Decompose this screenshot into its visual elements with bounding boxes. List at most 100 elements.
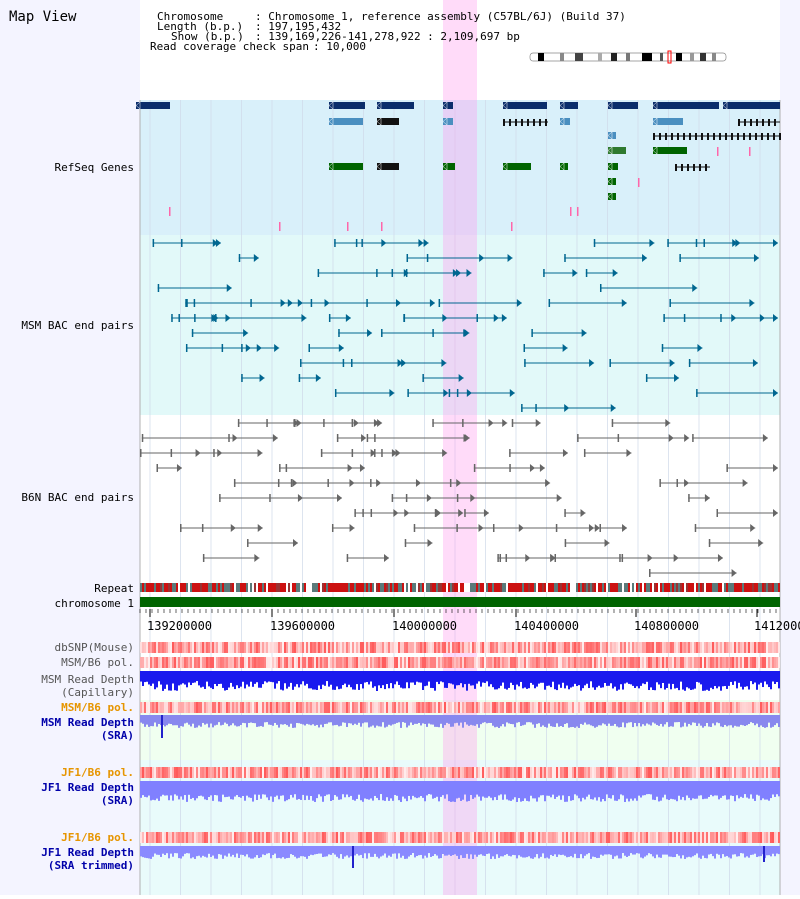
msm-sra-depth-bar [510, 715, 512, 724]
ideogram-band [598, 53, 602, 61]
repeat-segment [584, 583, 586, 592]
ruler-tick-label: 141200000 [754, 619, 800, 633]
msm-capillary-depth-bar [248, 671, 250, 687]
msm-pol2-heat-cell [666, 702, 668, 713]
msm-pol-heat-cell [496, 657, 498, 668]
jf1-pol2-heat-cell [600, 832, 602, 843]
jf1-sra-depth-bar [248, 781, 250, 798]
repeat-segment [758, 583, 760, 592]
msm-sra-depth-bar [614, 715, 616, 724]
jf1-sra-depth-bar [144, 781, 146, 797]
jf1-pol2-heat-cell [676, 832, 678, 843]
track-label-b6n-bac: B6N BAC end pairs [21, 491, 134, 504]
jf1-trim-depth-bar [516, 846, 518, 859]
b6n-bac-pair-end [233, 479, 236, 487]
msm-pol2-heat-cell [192, 702, 194, 713]
msm-pol2-heat-cell [778, 702, 780, 713]
repeat-segment [230, 583, 232, 592]
jf1-pol-heat-cell [292, 767, 294, 778]
jf1-pol-heat-cell [420, 767, 422, 778]
repeat-segment [722, 583, 724, 592]
msm-sra-depth-bar [476, 715, 478, 725]
jf1-pol-heat-cell [634, 767, 636, 778]
jf1-pol-heat-cell [446, 767, 448, 778]
msm-sra-depth-bar [202, 715, 204, 723]
b6n-bac-pair-end [247, 539, 249, 547]
msm-capillary-depth-bar [354, 671, 356, 690]
msm-bac-pair-arrow [338, 344, 344, 352]
msm-pol-heat-cell [448, 657, 450, 668]
jf1-pol2-heat-cell [540, 832, 542, 843]
jf1-pol-heat-cell [146, 767, 148, 778]
refseq-gene-box [560, 118, 570, 125]
jf1-trim-depth-bar [372, 846, 374, 857]
jf1-trim-depth-bar [456, 846, 458, 856]
jf1-pol-heat-cell [508, 767, 510, 778]
msm-capillary-depth-bar [142, 671, 144, 687]
b6n-bac-pair-end [213, 449, 215, 457]
jf1-pol2-heat-cell [304, 832, 306, 843]
jf1-trim-depth-bar [292, 846, 294, 855]
jf1-pol2-heat-cell [636, 832, 638, 843]
msm-bac-pair-end [241, 344, 243, 352]
jf1-trim-depth-bar [240, 846, 242, 855]
msm-pol2-heat-cell [358, 702, 360, 713]
jf1-pol-heat-cell [704, 767, 706, 778]
msm-sra-depth-bar [380, 715, 382, 727]
jf1-pol-heat-cell [542, 767, 544, 778]
msm-bac-pair-end [300, 359, 302, 367]
msm-sra-depth-bar [240, 715, 242, 725]
jf1-trim-depth-bar [220, 846, 222, 855]
repeat-segment [148, 583, 150, 592]
jf1-pol2-heat-cell [318, 832, 320, 843]
repeat-segment [642, 583, 644, 592]
repeat-segment [628, 583, 630, 592]
msm-bac-pair-end [355, 239, 358, 247]
jf1-pol-heat-cell [622, 767, 624, 778]
jf1-trim-depth-bar [244, 846, 246, 857]
msm-sra-depth-bar [462, 715, 464, 728]
jf1-trim-depth-bar [676, 846, 678, 855]
dbsnp-heat-cell [316, 642, 318, 653]
msm-pol2-heat-cell [696, 702, 698, 713]
jf1-pol2-heat-cell [378, 832, 380, 843]
msm-sra-depth-bar [148, 715, 150, 727]
msm-capillary-depth-bar [694, 671, 696, 689]
msm-pol2-heat-cell [458, 702, 460, 713]
msm-pol-heat-cell [194, 657, 196, 668]
msm-capillary-depth-bar [168, 671, 170, 691]
msm-pol-heat-cell [504, 657, 506, 668]
msm-pol-heat-cell [212, 657, 214, 668]
repeat-segment [690, 583, 692, 592]
msm-capillary-depth-bar [436, 671, 438, 682]
dbsnp-heat-cell [498, 642, 500, 653]
msm-pol2-heat-cell [700, 702, 702, 713]
msm-pol2-heat-cell [236, 702, 238, 713]
jf1-trim-depth-bar [552, 846, 554, 856]
msm-pol-heat-cell [304, 657, 306, 668]
msm-pol2-heat-cell [292, 702, 294, 713]
msm-pol2-heat-cell [660, 702, 662, 713]
msm-capillary-depth-bar [364, 671, 366, 683]
msm-pol-heat-cell [498, 657, 500, 668]
jf1-trim-depth-bar [380, 846, 382, 857]
dbsnp-heat-cell [700, 642, 702, 653]
msm-bac-pair-end [334, 239, 336, 247]
chromosome-value: : Chromosome 1, reference assembly (C57B… [255, 10, 626, 23]
repeat-segment [274, 583, 276, 592]
msm-capillary-depth-bar [754, 671, 756, 683]
b6n-bac-pair-end [180, 524, 182, 532]
jf1-sra-depth-bar [218, 781, 220, 802]
b6n-bac-pair-arrow [773, 464, 778, 472]
jf1-pol2-heat-cell [736, 832, 738, 843]
jf1-pol-heat-cell [576, 767, 578, 778]
jf1-pol-heat-cell [614, 767, 616, 778]
jf1-pol-heat-cell [530, 767, 532, 778]
jf1-pol2-heat-cell [750, 832, 752, 843]
msm-pol-heat-cell [168, 657, 170, 668]
msm-pol-heat-cell [306, 657, 308, 668]
jf1-trim-depth-bar [622, 846, 624, 854]
snp-mark [169, 207, 171, 216]
jf1-pol-heat-cell [232, 767, 234, 778]
